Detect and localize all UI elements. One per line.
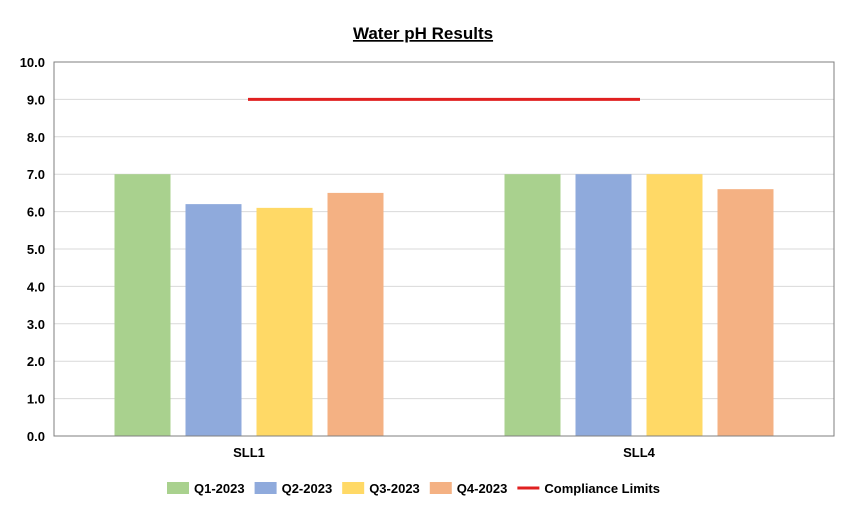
legend-swatch <box>167 482 189 494</box>
y-tick-label: 0.0 <box>27 429 45 444</box>
y-tick-label: 2.0 <box>27 354 45 369</box>
legend-label: Q2-2023 <box>282 481 333 496</box>
legend-swatch <box>429 482 452 494</box>
bar-q3-2023-sll1 <box>256 207 313 436</box>
x-category-label: SLL4 <box>623 445 656 460</box>
chart-title: Water pH Results <box>353 24 493 43</box>
y-tick-label: 1.0 <box>27 392 45 407</box>
bar-q1-2023-sll1 <box>114 174 171 436</box>
legend-label: Compliance Limits <box>544 481 660 496</box>
bar-q1-2023-sll4 <box>504 174 561 436</box>
bar-q3-2023-sll4 <box>646 174 703 436</box>
y-tick-label: 10.0 <box>20 55 45 70</box>
y-tick-label: 5.0 <box>27 242 45 257</box>
legend-swatch <box>342 482 365 494</box>
legend-label: Q1-2023 <box>194 481 245 496</box>
x-axis-labels: SLL1 SLL4 <box>233 445 656 460</box>
y-tick-label: 3.0 <box>27 317 45 332</box>
bars <box>114 174 774 436</box>
x-category-label: SLL1 <box>233 445 265 460</box>
legend-label: Q4-2023 <box>457 481 508 496</box>
y-tick-label: 6.0 <box>27 205 45 220</box>
bar-q2-2023-sll4 <box>575 174 632 436</box>
bar-q4-2023-sll1 <box>327 192 384 436</box>
y-tick-label: 7.0 <box>27 167 45 182</box>
y-tick-label: 9.0 <box>27 92 45 107</box>
grid-lines <box>54 61 834 437</box>
y-tick-label: 4.0 <box>27 279 45 294</box>
bar-q2-2023-sll1 <box>185 204 242 436</box>
plot-area-border <box>53 61 835 437</box>
bar-q4-2023-sll4 <box>717 189 774 436</box>
legend-swatch <box>254 482 277 494</box>
y-axis-ticks: 0.0 1.0 2.0 3.0 4.0 5.0 6.0 7.0 8.0 9.0 10.0 <box>20 55 45 444</box>
legend: Q1-2023 Q2-2023 Q3-2023 Q4-2023 Compliance L… <box>167 481 660 496</box>
y-tick-label: 8.0 <box>27 130 45 145</box>
legend-label: Q3-2023 <box>369 481 420 496</box>
